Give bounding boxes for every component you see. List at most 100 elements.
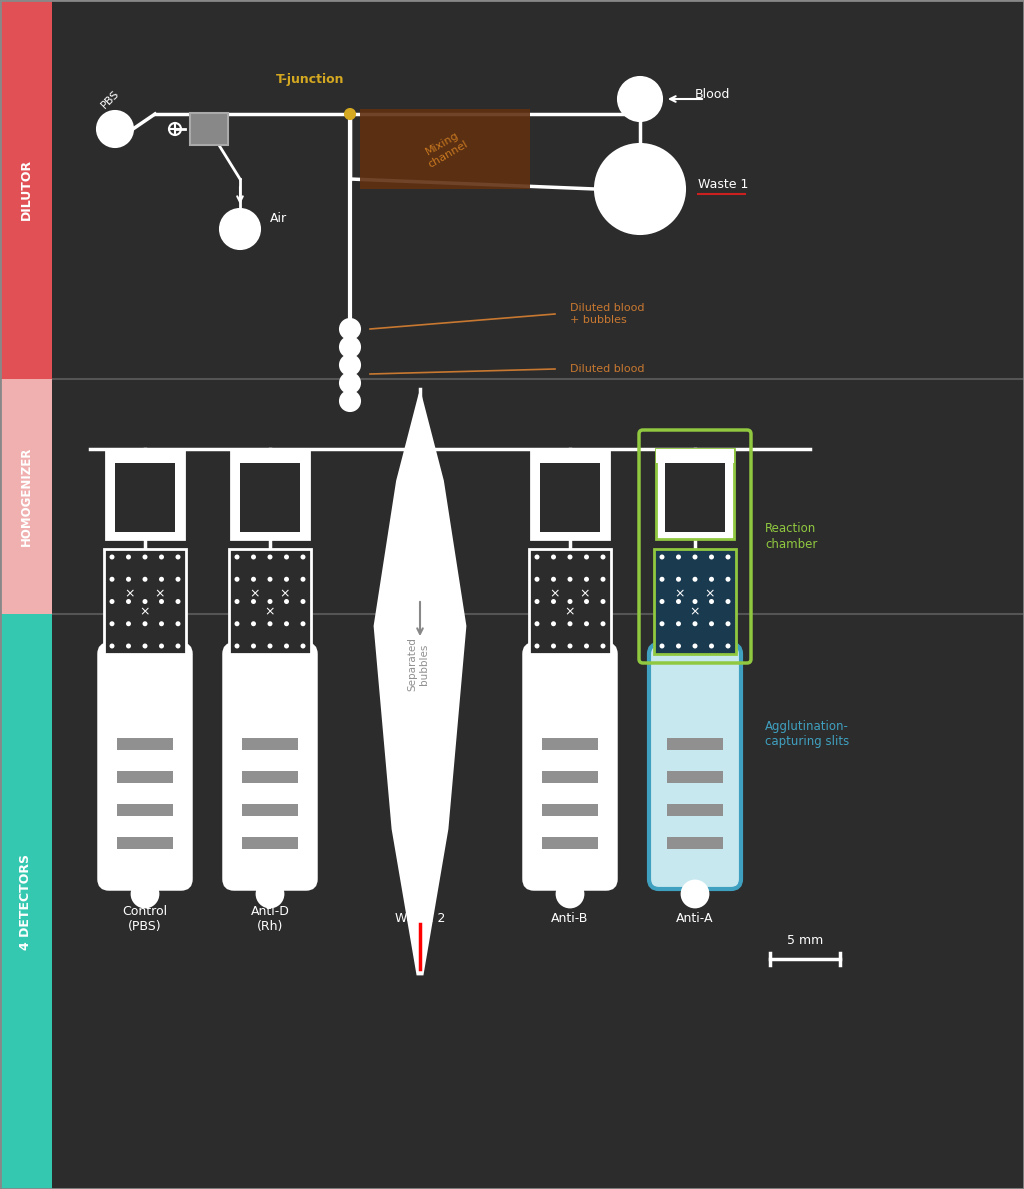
Circle shape: [251, 599, 256, 604]
Circle shape: [567, 577, 572, 581]
Circle shape: [257, 881, 283, 907]
Circle shape: [126, 621, 131, 627]
Bar: [540, 457, 600, 531]
Text: ×: ×: [690, 605, 700, 618]
Text: ×: ×: [565, 605, 575, 618]
Circle shape: [709, 554, 714, 560]
Text: Agglutination-
capturing slits: Agglutination- capturing slits: [765, 721, 849, 748]
FancyBboxPatch shape: [649, 644, 741, 889]
Text: Blood: Blood: [695, 88, 730, 101]
Bar: [242, 837, 298, 849]
Circle shape: [267, 577, 272, 581]
Circle shape: [676, 643, 681, 648]
Circle shape: [676, 621, 681, 627]
Text: Waste 1: Waste 1: [698, 177, 749, 190]
Text: ×: ×: [705, 587, 715, 600]
Text: Control
(PBS): Control (PBS): [123, 905, 168, 933]
Bar: [656, 449, 734, 463]
Circle shape: [300, 554, 305, 560]
Text: T-junction: T-junction: [275, 73, 344, 86]
Bar: [242, 770, 298, 784]
Circle shape: [682, 881, 708, 907]
Circle shape: [659, 599, 665, 604]
Circle shape: [595, 144, 685, 234]
Text: Anti-B: Anti-B: [551, 912, 589, 925]
Text: Reaction
chamber: Reaction chamber: [765, 522, 817, 551]
Circle shape: [126, 554, 131, 560]
Circle shape: [535, 554, 540, 560]
Circle shape: [600, 577, 605, 581]
Circle shape: [584, 599, 589, 604]
Circle shape: [551, 599, 556, 604]
Circle shape: [142, 577, 147, 581]
Circle shape: [251, 621, 256, 627]
Text: 5 mm: 5 mm: [786, 935, 823, 948]
Text: ×: ×: [265, 605, 275, 618]
Circle shape: [300, 599, 305, 604]
Circle shape: [175, 599, 180, 604]
Circle shape: [300, 643, 305, 648]
Text: Air: Air: [270, 213, 287, 226]
Circle shape: [709, 621, 714, 627]
Circle shape: [234, 554, 240, 560]
Bar: [667, 770, 723, 784]
Text: ×: ×: [675, 587, 685, 600]
Circle shape: [340, 319, 360, 339]
Bar: [190, 113, 228, 145]
Circle shape: [725, 643, 730, 648]
Circle shape: [535, 621, 540, 627]
Polygon shape: [375, 394, 465, 974]
Bar: [115, 457, 175, 531]
Circle shape: [567, 621, 572, 627]
Circle shape: [584, 621, 589, 627]
Bar: [529, 549, 611, 654]
Bar: [117, 738, 173, 750]
Circle shape: [676, 577, 681, 581]
Circle shape: [110, 599, 115, 604]
Circle shape: [535, 643, 540, 648]
Bar: [242, 804, 298, 816]
Circle shape: [159, 643, 164, 648]
Text: Anti-A: Anti-A: [676, 912, 714, 925]
Circle shape: [600, 554, 605, 560]
Bar: [654, 549, 736, 654]
Circle shape: [709, 599, 714, 604]
Circle shape: [340, 356, 360, 375]
Bar: [117, 770, 173, 784]
Circle shape: [584, 643, 589, 648]
Bar: [542, 770, 598, 784]
Circle shape: [692, 599, 697, 604]
Bar: [240, 457, 300, 531]
Bar: [231, 449, 309, 463]
Bar: [117, 804, 173, 816]
Circle shape: [551, 577, 556, 581]
Text: Diluted blood: Diluted blood: [570, 364, 644, 375]
Text: PBS: PBS: [99, 88, 121, 111]
Circle shape: [584, 577, 589, 581]
Bar: [231, 449, 309, 539]
Bar: [542, 738, 598, 750]
Circle shape: [535, 577, 540, 581]
Bar: [656, 449, 734, 539]
Circle shape: [126, 599, 131, 604]
Circle shape: [159, 621, 164, 627]
Bar: [104, 549, 186, 654]
Text: Diluted blood
+ bubbles: Diluted blood + bubbles: [570, 303, 644, 325]
Circle shape: [284, 599, 289, 604]
Circle shape: [234, 621, 240, 627]
Circle shape: [692, 621, 697, 627]
Circle shape: [340, 373, 360, 394]
Circle shape: [175, 554, 180, 560]
Bar: [665, 457, 725, 531]
Circle shape: [659, 554, 665, 560]
Text: Mixing
channel: Mixing channel: [421, 128, 470, 170]
Circle shape: [557, 881, 583, 907]
Text: HOMOGENIZER: HOMOGENIZER: [19, 447, 33, 546]
Circle shape: [725, 621, 730, 627]
Bar: [667, 804, 723, 816]
Circle shape: [551, 621, 556, 627]
Circle shape: [676, 554, 681, 560]
Text: ×: ×: [550, 587, 560, 600]
Circle shape: [234, 599, 240, 604]
Circle shape: [267, 621, 272, 627]
